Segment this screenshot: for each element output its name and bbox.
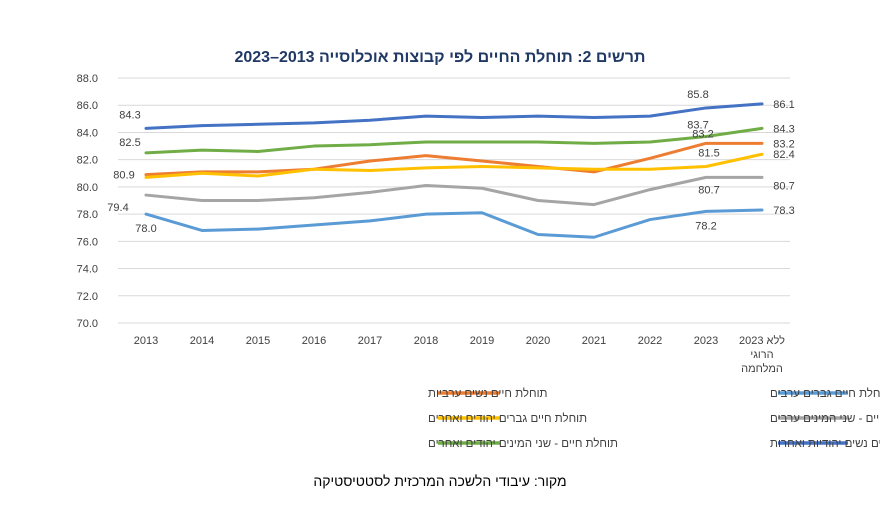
data-label: 82.5 (119, 137, 140, 149)
series-line (144, 208, 764, 239)
data-label: 84.3 (773, 123, 794, 135)
x-tick-label: 2015 (246, 335, 270, 347)
data-label: 80.9 (113, 170, 134, 182)
y-tick-label: 88.0 (77, 73, 98, 85)
series-line (144, 126, 764, 155)
y-tick-label: 72.0 (77, 291, 98, 303)
x-tick-label: 2018 (414, 335, 438, 347)
series-line (144, 102, 764, 130)
data-label: 79.4 (107, 202, 128, 214)
data-label: 85.8 (687, 89, 708, 101)
y-axis: 70.0 72.0 74.0 76.0 78.0 80.0 82.0 84.0 86.0 88.0 (77, 73, 98, 330)
y-tick-label: 78.0 (77, 209, 98, 221)
data-label: 83.2 (773, 138, 794, 150)
data-label: 82.4 (773, 149, 794, 161)
x-tick-label: 2013 (134, 335, 158, 347)
x-tick-label: 2014 (190, 335, 214, 347)
series-line (144, 152, 764, 179)
x-tick-label: 2016 (302, 335, 326, 347)
data-label: 81.5 (698, 147, 719, 159)
legend-label: תוחלת חיים נשים ערביות (428, 387, 548, 400)
data-label: 78.0 (135, 223, 156, 235)
y-tick-label: 70.0 (77, 318, 98, 330)
data-label: 84.3 (119, 109, 140, 121)
x-tick-label: 2019 (470, 335, 494, 347)
series-line (144, 175, 764, 207)
x-tick-label: 2023 ללא הרוגי המלחמה (739, 334, 785, 375)
legend-label: תוחלת חיים - שני המינים ערבים (770, 412, 880, 425)
legend-label: תוחלת חיים נשים יהודיות ואחרות (770, 437, 880, 450)
data-labels: 78.0 78.2 78.3 80.9 83.2 83.2 79.4 80.7 80.7 81.5… (107, 89, 794, 235)
data-label: 78.2 (695, 220, 716, 232)
data-label: 83.2 (692, 128, 713, 140)
chart-title: תרשים 2: תוחלת החיים לפי קבוצות אוכלוסיי… (234, 48, 645, 66)
legend-label: תוחלת חיים גברים יהודים ואחרים (428, 412, 587, 425)
source-note: מקור: עיבודי הלשכה המרכזית לסטטיסטיקה (313, 473, 566, 489)
y-tick-label: 82.0 (77, 155, 98, 167)
y-tick-label: 84.0 (77, 127, 98, 139)
data-label: 80.7 (698, 184, 719, 196)
data-label: 78.3 (773, 205, 794, 217)
y-tick-label: 80.0 (77, 182, 98, 194)
x-tick-label: 2022 (638, 335, 662, 347)
legend-label: תוחלת חיים - שני המינים יהודים ואחרים (428, 437, 618, 450)
series-lines (144, 102, 764, 239)
y-tick-label: 76.0 (77, 236, 98, 248)
x-tick-label: 2021 (582, 335, 606, 347)
legend-label: תוחלת חיים גברים ערבים (770, 387, 880, 400)
legend: תוחלת חיים גברים ערבים תוחלת חיים נשים ער… (428, 387, 880, 450)
x-tick-label: 2020 (526, 335, 550, 347)
y-tick-label: 74.0 (77, 264, 98, 276)
x-tick-label: 2017 (358, 335, 382, 347)
x-axis: 2013 2014 2015 2016 2017 2018 2019 2020 2021 2022… (134, 334, 785, 375)
data-label: 83.7 (687, 120, 708, 132)
data-label: 80.7 (773, 180, 794, 192)
x-tick-label: 2023 (694, 335, 718, 347)
series-line (144, 141, 764, 177)
data-label: 86.1 (773, 99, 794, 111)
y-tick-label: 86.0 (77, 100, 98, 112)
